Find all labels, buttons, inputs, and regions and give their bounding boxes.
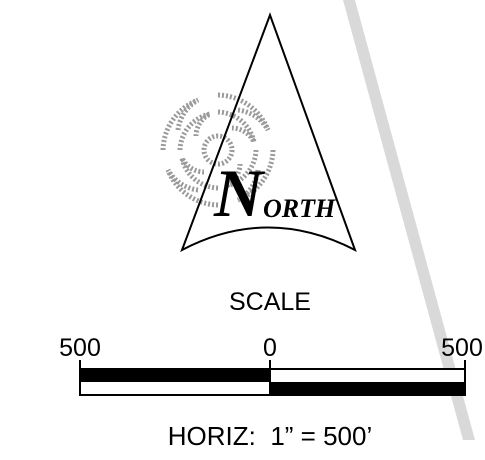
north-label-initial: N (213, 155, 266, 231)
background-stripe (343, 0, 475, 440)
scale-title: SCALE (229, 288, 311, 316)
swirl (160, 92, 276, 208)
scale-label: 500 (441, 334, 483, 362)
scale-label: 500 (59, 334, 101, 362)
north-arrow (180, 12, 357, 253)
scale-bar (79, 360, 466, 396)
north-label-rest: ORTH (263, 194, 336, 223)
scale-note: HORIZ: 1” = 500’ (168, 421, 372, 451)
scale-label: 0 (263, 334, 277, 362)
